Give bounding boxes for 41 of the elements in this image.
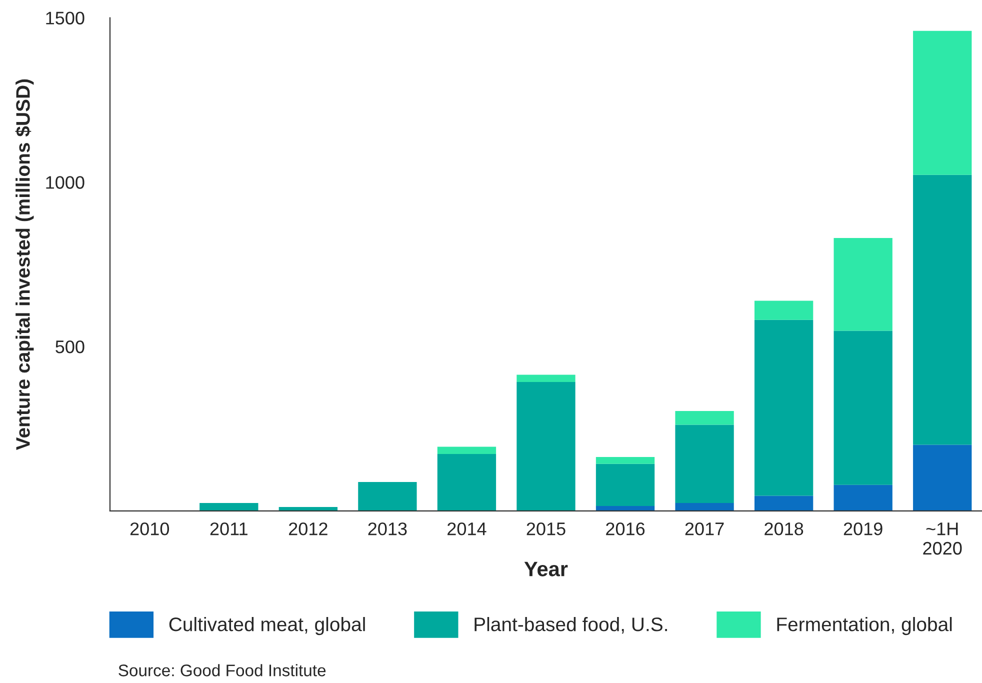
bar: [675, 502, 734, 511]
legend-label: Cultivated meat, global: [169, 616, 365, 636]
x-tick-label: 2012: [288, 522, 328, 536]
bar: [834, 484, 892, 511]
bar: [913, 444, 972, 511]
x-tick-label: ~1H 2020: [923, 522, 962, 555]
bar: [675, 424, 734, 503]
x-tick-label: 2019: [844, 522, 882, 536]
x-tick-label: 2011: [210, 522, 248, 536]
bar: [437, 446, 496, 454]
bar: [754, 496, 814, 511]
x-tick-label: 2017: [685, 522, 724, 536]
y-tick-label: 1000: [46, 176, 84, 189]
bar: [754, 300, 814, 320]
legend-label: Fermentation, global: [777, 616, 952, 636]
x-tick-label: 2016: [606, 522, 645, 536]
bar: [834, 330, 892, 485]
bar: [516, 382, 576, 511]
bar: [200, 502, 258, 511]
bar: [834, 238, 892, 331]
bar: [675, 410, 734, 425]
bar: [596, 506, 655, 511]
x-tick-label: 2010: [130, 522, 169, 536]
y-tick-label: 500: [56, 340, 84, 354]
bar: [516, 374, 576, 382]
bar: [596, 464, 655, 506]
x-axis-title: Year: [524, 562, 568, 576]
source-note: Source: Good Food Institute: [118, 664, 326, 676]
x-tick-label: 2014: [448, 522, 486, 536]
bar: [913, 30, 972, 175]
bar: [596, 456, 655, 464]
bar: [358, 482, 417, 511]
bar: [437, 454, 496, 511]
y-tick-label: 1500: [46, 12, 84, 24]
x-tick-label: 2018: [764, 522, 804, 536]
legend-label: Plant-based food, U.S.: [474, 616, 667, 634]
y-axis-title: Venture capital invested (millions $USD): [15, 79, 34, 450]
x-tick-label: 2015: [526, 522, 566, 536]
x-tick-label: 2013: [368, 522, 407, 536]
bar: [754, 320, 814, 496]
bar: [913, 174, 972, 445]
